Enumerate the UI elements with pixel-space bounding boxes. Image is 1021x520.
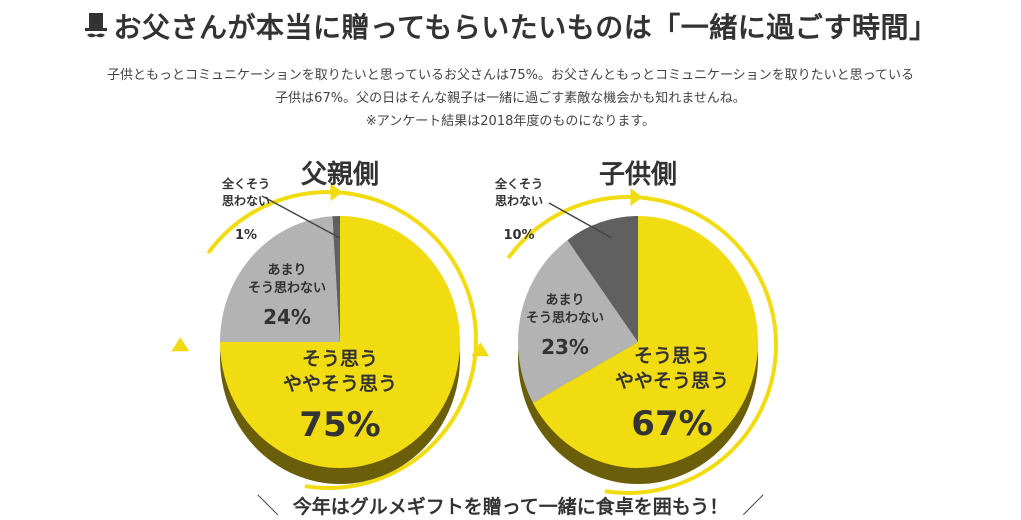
father-slice-1-label-line-0: あまり: [267, 263, 306, 278]
footer-slogan-row: ＼ 今年はグルメギフトを贈って一緒に食卓を囲もう！ ／: [0, 488, 1021, 520]
father-slice-1-value-label: 24%: [263, 305, 311, 329]
father-slice-2-leader-line: [261, 195, 341, 239]
father-slice-0-value-label: 75%: [299, 405, 380, 445]
child-arrow-head-left: [471, 342, 490, 357]
father-slice-2-value-label: 1%: [235, 228, 257, 243]
child-slice-2-label-line-1: 思わない: [495, 194, 543, 208]
child-arrow-arc: [506, 195, 778, 495]
footer-slogan: 今年はグルメギフトを贈って一緒に食卓を囲もう！: [292, 496, 729, 518]
father-slice-2-label-line-1: 思わない: [222, 194, 270, 208]
child-slice-1-value-label: 23%: [541, 335, 589, 359]
father-arrow-head-top: [330, 183, 343, 202]
title-row: お父さんが本当に贈ってもらいたいものは「一緒に過ごす時間」: [0, 6, 1021, 46]
child-slice-0-label-line-1: ややそう思う: [615, 370, 729, 392]
child-slice-2-value-label: 10%: [503, 228, 534, 243]
father-slice-1: [220, 216, 340, 342]
slash-left: ＼: [256, 494, 279, 519]
child-slice-0-value-label: 67%: [631, 404, 712, 444]
description-line-2: 子供は67%。父の日はそんな親子は一緒に過ごす素敵な機会かも知れませんね。: [275, 91, 746, 106]
child-slice-0-label-line-0: そう思う: [634, 345, 710, 367]
gentleman-hat-mustache-icon: [84, 13, 107, 38]
father-arrow-arc: [206, 190, 478, 490]
child-slice-1: [518, 240, 638, 403]
description-line-1: 子供ともっとコミュニケーションを取りたいと思っているお父さんは75%。お父さんと…: [106, 68, 915, 83]
slash-right: ／: [742, 494, 765, 519]
child-slice-0: [532, 216, 758, 468]
father-slice-1-label-line-1: そう思わない: [248, 281, 326, 296]
child-chart-title: 子供側: [599, 160, 677, 190]
child-slice-1-label-line-1: そう思わない: [526, 311, 604, 326]
child-slice-2-leader-line: [548, 202, 613, 239]
child-slice-1-label-line-0: あまり: [545, 293, 584, 308]
page-title: お父さんが本当に贈ってもらいたいものは「一緒に過ごす時間」: [113, 11, 938, 44]
child-slice-2-label-line-0: 全くそう: [494, 176, 543, 191]
child-arrow-head-top: [630, 188, 643, 207]
father-chart-title: 父親側: [301, 160, 379, 190]
father-slice-0-label-line-1: ややそう思う: [283, 373, 397, 395]
father-slice-2: [332, 216, 340, 342]
description-note: ※アンケート結果は2018年度のものになります。: [365, 114, 656, 129]
father-slice-0-label-line-0: そう思う: [302, 348, 378, 370]
father-slice-2-label-line-0: 全くそう: [221, 176, 270, 191]
father-arrow-head-left: [171, 337, 190, 352]
description: 子供ともっとコミュニケーションを取りたいと思っているお父さんは75%。お父さんと…: [0, 64, 1021, 133]
child-slice-2: [567, 216, 638, 342]
